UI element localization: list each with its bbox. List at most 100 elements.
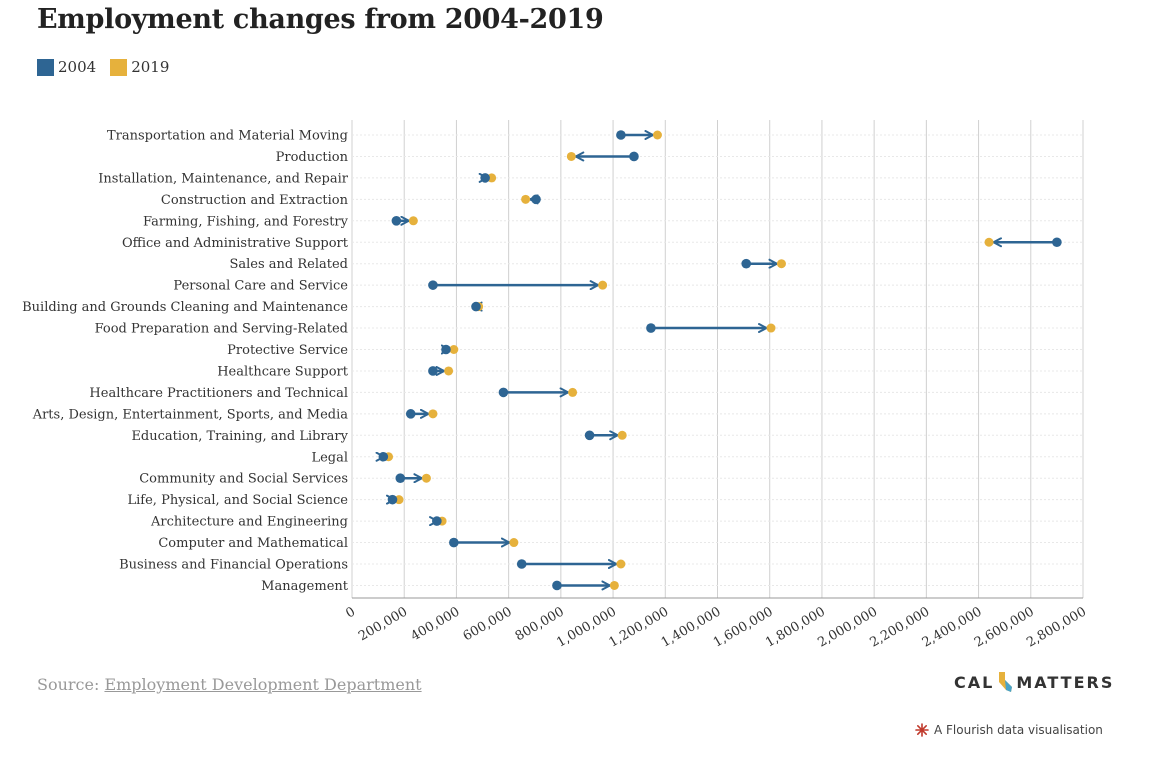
point-2019[interactable] — [428, 409, 438, 419]
point-2004[interactable] — [428, 280, 438, 290]
flourish-icon — [915, 723, 929, 737]
point-2019[interactable] — [449, 345, 459, 354]
point-2019[interactable] — [652, 130, 662, 140]
x-tick-label: 600,000 — [461, 604, 515, 644]
category-label: Legal — [311, 450, 348, 465]
point-2004[interactable] — [646, 323, 656, 333]
point-2019[interactable] — [616, 559, 626, 569]
dumbbell-row[interactable] — [984, 237, 1062, 248]
point-2004[interactable] — [531, 194, 541, 205]
flourish-credit[interactable]: A Flourish data visualisation — [915, 723, 1103, 737]
point-2004[interactable] — [584, 430, 595, 441]
point-2004[interactable] — [1052, 237, 1062, 248]
point-2019[interactable] — [408, 216, 418, 226]
dumbbell-row[interactable] — [646, 323, 776, 334]
flourish-text: A Flourish data visualisation — [934, 723, 1103, 737]
legend-item-2004[interactable]: 2004 — [37, 58, 96, 76]
category-label: Farming, Fishing, and Forestry — [143, 214, 349, 229]
calmatters-logo[interactable]: CAL MATTERS — [954, 672, 1114, 692]
point-2004[interactable] — [378, 451, 389, 462]
dumbbell-row[interactable] — [405, 408, 438, 419]
category-label: Healthcare Support — [217, 364, 349, 379]
source-link[interactable]: Employment Development Department — [104, 675, 422, 694]
x-tick-label: 0 — [343, 604, 358, 621]
dumbbell-row[interactable] — [471, 301, 484, 312]
dumbbell-row[interactable] — [429, 516, 447, 527]
point-2019[interactable] — [984, 237, 994, 247]
category-label: Arts, Design, Entertainment, Sports, and… — [32, 407, 349, 422]
dumbbell-row[interactable] — [385, 494, 404, 505]
x-tick-label: 200,000 — [356, 604, 410, 644]
category-labels: Transportation and Material Moving Produc… — [22, 129, 349, 594]
x-tick-label: 400,000 — [408, 604, 462, 644]
x-tick-label: 2,800,000 — [1024, 604, 1089, 650]
point-2019[interactable] — [776, 259, 786, 269]
california-logo-icon — [999, 672, 1013, 692]
dumbbell-row[interactable] — [498, 387, 578, 398]
point-2019[interactable] — [521, 194, 531, 204]
point-2019[interactable] — [766, 323, 776, 333]
point-2019[interactable] — [568, 387, 578, 397]
category-label: Food Preparation and Serving-Related — [95, 322, 348, 337]
dumbbell-row[interactable] — [552, 580, 619, 591]
legend-swatch-2004 — [37, 58, 54, 76]
dumbbell-row[interactable] — [375, 451, 394, 462]
point-2019[interactable] — [609, 580, 619, 590]
category-label: Education, Training, and Library — [131, 429, 348, 444]
dumbbell-row[interactable] — [428, 280, 608, 291]
point-2019[interactable] — [421, 473, 431, 483]
dumbbell-row[interactable] — [566, 151, 639, 162]
category-label: Computer and Mathematical — [158, 536, 348, 551]
legend-swatch-2019 — [110, 58, 128, 76]
point-2004[interactable] — [741, 258, 752, 269]
category-label: Architecture and Engineering — [150, 515, 348, 530]
category-label: Life, Physical, and Social Science — [128, 493, 349, 508]
point-2004[interactable] — [428, 366, 438, 376]
category-label: Personal Care and Service — [173, 279, 348, 294]
point-2019[interactable] — [394, 495, 404, 505]
category-label: Production — [276, 150, 349, 165]
dumbbell-row[interactable] — [741, 258, 786, 269]
legend-label-2004: 2004 — [58, 58, 97, 76]
point-2004[interactable] — [387, 494, 398, 505]
logo-text-right: MATTERS — [1016, 672, 1115, 692]
source-prefix: Source: — [37, 675, 105, 694]
category-label: Transportation and Material Moving — [107, 129, 348, 144]
dumbbell-row[interactable] — [584, 430, 627, 441]
point-2019[interactable] — [487, 173, 497, 183]
point-2004[interactable] — [516, 559, 527, 569]
point-2004[interactable] — [471, 301, 481, 312]
dumbbell-row[interactable] — [449, 537, 519, 548]
point-2004[interactable] — [629, 151, 639, 162]
dumbbell-row[interactable] — [395, 473, 431, 484]
point-2019[interactable] — [598, 280, 608, 290]
point-2004[interactable] — [449, 537, 459, 548]
dumbbell-row[interactable] — [616, 130, 662, 140]
point-2019[interactable] — [509, 538, 519, 548]
dumbbell-row[interactable] — [521, 194, 541, 205]
dumbbell-marks — [375, 130, 1062, 591]
point-2019[interactable] — [444, 366, 454, 376]
point-2004[interactable] — [432, 516, 442, 526]
legend: 2004 2019 — [37, 58, 169, 76]
point-2004[interactable] — [405, 409, 416, 419]
dumbbell-row[interactable] — [428, 365, 454, 376]
legend-item-2019[interactable]: 2019 — [110, 58, 169, 76]
dumbbell-row[interactable] — [516, 559, 626, 569]
dumbbell-row[interactable] — [478, 172, 497, 183]
source-note: Source: Employment Development Departmen… — [37, 675, 422, 694]
point-2004[interactable] — [391, 216, 402, 226]
point-2019[interactable] — [617, 430, 627, 440]
category-label: Healthcare Practitioners and Technical — [89, 386, 348, 401]
point-2004[interactable] — [616, 130, 626, 140]
point-2004[interactable] — [498, 387, 509, 398]
category-label: Protective Service — [227, 343, 348, 358]
dumbbell-row[interactable] — [440, 344, 459, 355]
category-label: Office and Administrative Support — [122, 236, 349, 251]
point-2004[interactable] — [480, 173, 490, 183]
point-2004[interactable] — [441, 344, 451, 355]
point-2004[interactable] — [395, 473, 406, 484]
point-2004[interactable] — [552, 580, 562, 591]
dumbbell-row[interactable] — [391, 215, 418, 226]
point-2019[interactable] — [566, 151, 576, 161]
